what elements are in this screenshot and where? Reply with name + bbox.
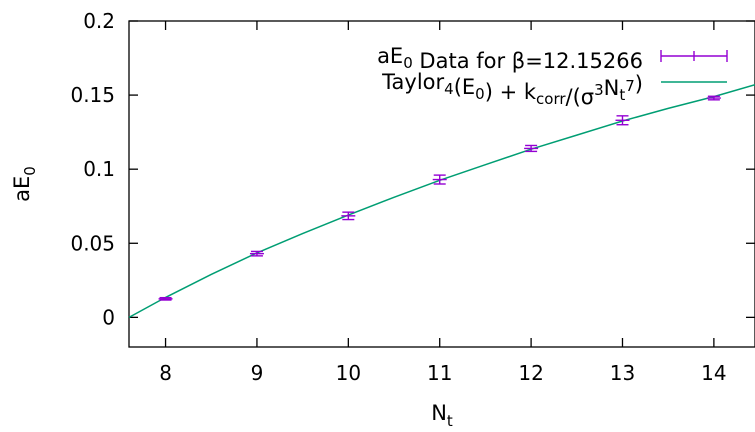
data-point [615,115,630,126]
fit-curve [128,83,755,319]
x-tick-label: 13 [610,361,635,385]
data-point [706,95,721,101]
x-tick-label: 11 [427,361,452,385]
legend-label: aE0 Data for β=12.15266 [377,44,643,73]
plot-frame [128,20,755,348]
x-tick-label: 10 [336,361,361,385]
y-axis-label: aE0 [10,166,39,202]
data-point [249,250,264,257]
data-point [158,296,173,301]
x-axis-label: Nt [431,401,453,430]
x-tick-label: 9 [251,361,264,385]
y-tick-label: 0.2 [83,9,115,33]
legend-label: Taylor4(E0) + kcorr/(σ3Nt7) [381,70,643,109]
x-tick-label: 14 [701,361,726,385]
x-tick-label: 8 [159,361,172,385]
data-point [341,211,356,221]
x-tick-label: 12 [518,361,543,385]
y-tick-label: 0.1 [83,157,115,181]
y-tick-label: 0.15 [70,83,115,107]
y-tick-label: 0 [102,305,115,329]
data-point [524,144,539,153]
y-tick-label: 0.05 [70,231,115,255]
data-point [432,174,447,185]
